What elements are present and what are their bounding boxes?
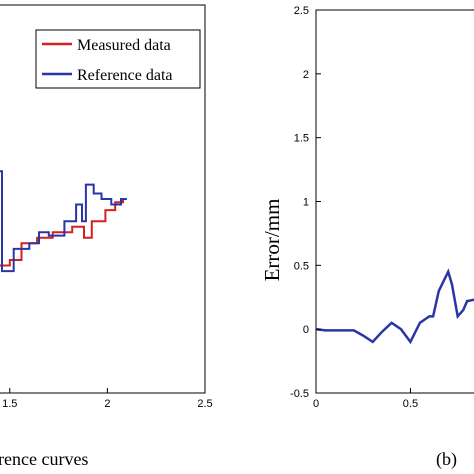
right-y-ticks: -0.5 0 0.5 1 1.5 2 2.5 (290, 5, 321, 400)
y-tick-label: 2.5 (294, 5, 309, 17)
chart-right: 0 0.5 -0.500.511.522.5 Error/mm (260, 5, 474, 410)
right-axes-frame (315, 9, 474, 394)
y-tick-label: 2 (303, 69, 309, 81)
y-tick-label: 1 (303, 197, 309, 209)
left-legend: Measured data Reference data (35, 29, 201, 89)
x-tick-label: 2.5 (197, 398, 212, 410)
x-tick-label: 0 (313, 398, 319, 410)
x-tick-label: 1.5 (2, 398, 17, 410)
y-tick-label: 0 (303, 324, 309, 336)
legend-box (35, 29, 201, 89)
y-tick-label: 1.5 (294, 133, 309, 145)
caption-left: rence curves (0, 449, 88, 469)
caption-right: (b) (436, 449, 457, 470)
chart-left: 1.5 2 2.5 Measured data Reference data (0, 4, 213, 410)
y-tick-label: 0.5 (294, 260, 309, 272)
y-tick-label: -0.5 (290, 388, 309, 400)
legend-label-measured: Measured data (77, 37, 171, 54)
series-line-0 (0, 199, 124, 267)
right-y-axis-label: Error/mm (260, 199, 284, 282)
right-x-ticks: 0 0.5 (313, 388, 418, 410)
error-line (315, 268, 474, 345)
series-line-1 (0, 170, 127, 273)
left-x-ticks: 1.5 2 2.5 (2, 388, 213, 410)
left-plot-lines (0, 170, 127, 273)
x-tick-label: 0.5 (403, 398, 418, 410)
x-tick-label: 2 (104, 398, 110, 410)
right-plot-lines (315, 268, 474, 345)
legend-label-reference: Reference data (77, 67, 172, 84)
left-axes-frame (0, 4, 206, 394)
